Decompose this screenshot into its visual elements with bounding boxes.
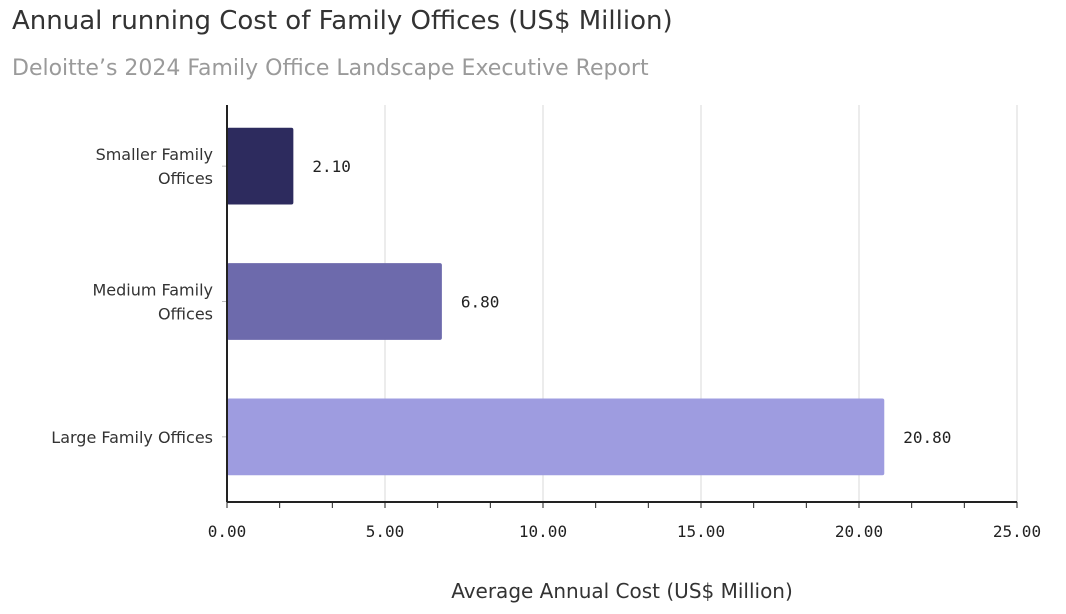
x-tick-label-2: 10.00 [519, 522, 567, 541]
bar-value-label-0: 2.10 [312, 157, 351, 176]
x-tick-label-0: 0.00 [208, 522, 247, 541]
category-label-0-1: Offices [158, 169, 213, 188]
category-label-0-0: Smaller Family [96, 145, 213, 164]
x-tick-label-1: 5.00 [366, 522, 405, 541]
category-label-2-0: Large Family Offices [51, 428, 213, 447]
chart-title: Annual running Cost of Family Offices (U… [12, 6, 673, 36]
chart-subtitle: Deloitte’s 2024 Family Office Landscape … [12, 56, 649, 81]
bar-2[interactable] [227, 398, 885, 476]
category-label-1-1: Offices [158, 305, 213, 324]
x-tick-label-3: 15.00 [677, 522, 725, 541]
category-label-1-0: Medium Family [92, 281, 213, 300]
x-tick-label-4: 20.00 [835, 522, 883, 541]
bar-value-label-1: 6.80 [461, 293, 500, 312]
bar-1[interactable] [227, 263, 442, 340]
x-axis-title: Average Annual Cost (US$ Million) [451, 579, 793, 603]
x-tick-label-5: 25.00 [993, 522, 1041, 541]
bar-value-label-2: 20.80 [903, 428, 951, 447]
bar-0[interactable] [227, 127, 294, 205]
